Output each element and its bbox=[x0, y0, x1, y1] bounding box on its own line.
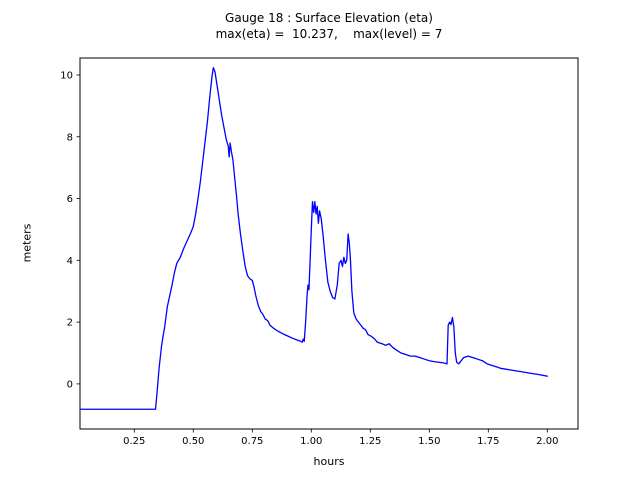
x-tick-label: 1.75 bbox=[477, 436, 499, 447]
chart-subtitle: max(eta) = 10.237, max(level) = 7 bbox=[215, 27, 443, 41]
chart-title: Gauge 18 : Surface Elevation (eta) bbox=[225, 11, 433, 25]
y-tick-label: 6 bbox=[67, 194, 73, 205]
y-axis-label: meters bbox=[20, 223, 34, 263]
x-tick-label: 1.25 bbox=[359, 436, 381, 447]
x-tick-label: 1.00 bbox=[300, 436, 322, 447]
x-tick-label: 1.50 bbox=[418, 436, 440, 447]
y-tick-label: 8 bbox=[67, 132, 73, 143]
y-tick-label: 2 bbox=[67, 318, 73, 329]
y-tick-label: 0 bbox=[67, 379, 73, 390]
x-tick-label: 0.75 bbox=[241, 436, 263, 447]
y-tick-label: 10 bbox=[60, 70, 73, 81]
data-line-eta bbox=[79, 67, 548, 410]
x-tick-label: 0.50 bbox=[182, 436, 204, 447]
x-tick-label: 0.25 bbox=[123, 436, 145, 447]
x-tick-label: 2.00 bbox=[536, 436, 558, 447]
y-tick-label: 4 bbox=[67, 256, 73, 267]
x-axis-label: hours bbox=[313, 455, 345, 468]
plot-border bbox=[79, 57, 579, 430]
